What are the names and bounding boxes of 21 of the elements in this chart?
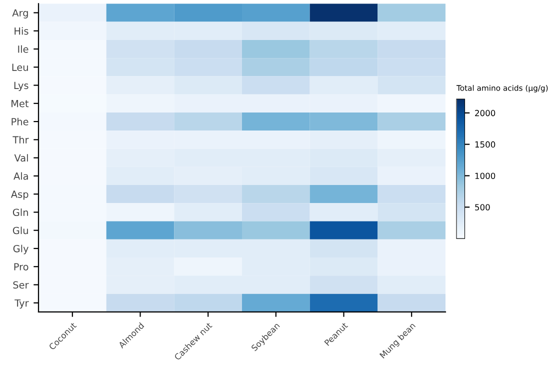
color-bar-label: 500 xyxy=(475,204,490,210)
y-tick-label: Glu xyxy=(12,226,28,234)
y-tick-label: Leu xyxy=(12,64,28,71)
y-tick-label: Lys xyxy=(14,82,28,91)
y-tick-label: Ile xyxy=(18,45,28,53)
y-tick-label: Gly xyxy=(13,244,28,254)
color-bar-label: 2000 xyxy=(475,110,496,116)
y-tick-label: Tyr xyxy=(14,299,29,309)
y-tick-label: Met xyxy=(12,100,29,108)
y-tick-label: Ser xyxy=(13,281,29,289)
y-tick-label: Phe xyxy=(12,118,28,126)
y-tick-label: Thr xyxy=(12,136,29,144)
y-tick-label: His xyxy=(14,27,28,35)
color-bar-label: 1000 xyxy=(475,172,496,180)
y-tick-label: Pro xyxy=(14,263,28,270)
y-tick-label: Val xyxy=(14,154,28,162)
y-tick-label: Asp xyxy=(10,190,28,200)
y-tick-label: Gln xyxy=(12,208,28,216)
y-tick-label: Ala xyxy=(14,172,28,180)
y-tick-label: Arg xyxy=(12,9,28,18)
color-bar-label: 1500 xyxy=(475,141,496,148)
